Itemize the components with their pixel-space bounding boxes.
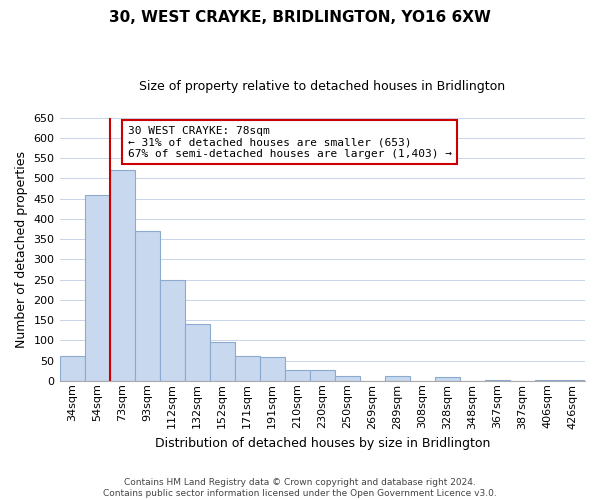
Bar <box>485 380 510 381</box>
Bar <box>335 376 360 381</box>
Bar <box>110 170 134 381</box>
Y-axis label: Number of detached properties: Number of detached properties <box>15 151 28 348</box>
Bar <box>160 280 185 381</box>
Bar <box>310 370 335 381</box>
Bar <box>209 342 235 381</box>
Text: 30, WEST CRAYKE, BRIDLINGTON, YO16 6XW: 30, WEST CRAYKE, BRIDLINGTON, YO16 6XW <box>109 10 491 25</box>
Title: Size of property relative to detached houses in Bridlington: Size of property relative to detached ho… <box>139 80 505 93</box>
Bar <box>260 358 285 381</box>
Bar <box>385 376 410 381</box>
Text: 30 WEST CRAYKE: 78sqm
← 31% of detached houses are smaller (653)
67% of semi-det: 30 WEST CRAYKE: 78sqm ← 31% of detached … <box>128 126 452 159</box>
Bar <box>435 376 460 381</box>
Bar <box>535 380 560 381</box>
Bar <box>235 356 260 381</box>
Text: Contains HM Land Registry data © Crown copyright and database right 2024.
Contai: Contains HM Land Registry data © Crown c… <box>103 478 497 498</box>
Bar <box>59 356 85 381</box>
Bar <box>85 196 110 381</box>
X-axis label: Distribution of detached houses by size in Bridlington: Distribution of detached houses by size … <box>155 437 490 450</box>
Bar <box>285 370 310 381</box>
Bar <box>560 380 585 381</box>
Bar <box>134 231 160 381</box>
Bar <box>185 324 209 381</box>
